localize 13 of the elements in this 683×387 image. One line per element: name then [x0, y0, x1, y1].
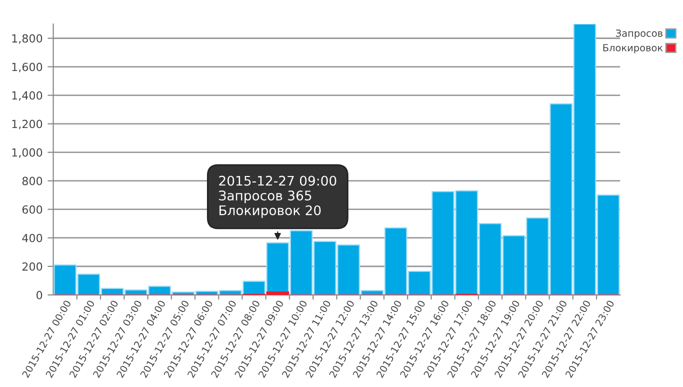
y-tick-label: 1,400	[12, 91, 42, 101]
y-tick-label: 0	[36, 290, 42, 300]
y-tick-label: 1,200	[12, 120, 42, 130]
legend-label: Запросов	[616, 30, 662, 39]
annotation: 2015-12-27 09:00 Запросов 365 Блокировок 20	[219, 176, 336, 218]
y-tick-label: 600	[22, 205, 42, 214]
y-tick-label: 1,000	[12, 148, 42, 158]
y-tick-label: 400	[22, 234, 42, 242]
legend-label: Блокировок	[603, 44, 663, 54]
y-tick-label: 200	[22, 262, 42, 271]
y-tick-label: 800	[22, 176, 42, 186]
y-tick-label: 1,600	[12, 62, 42, 72]
y-tick-label: 1,800	[12, 34, 42, 44]
